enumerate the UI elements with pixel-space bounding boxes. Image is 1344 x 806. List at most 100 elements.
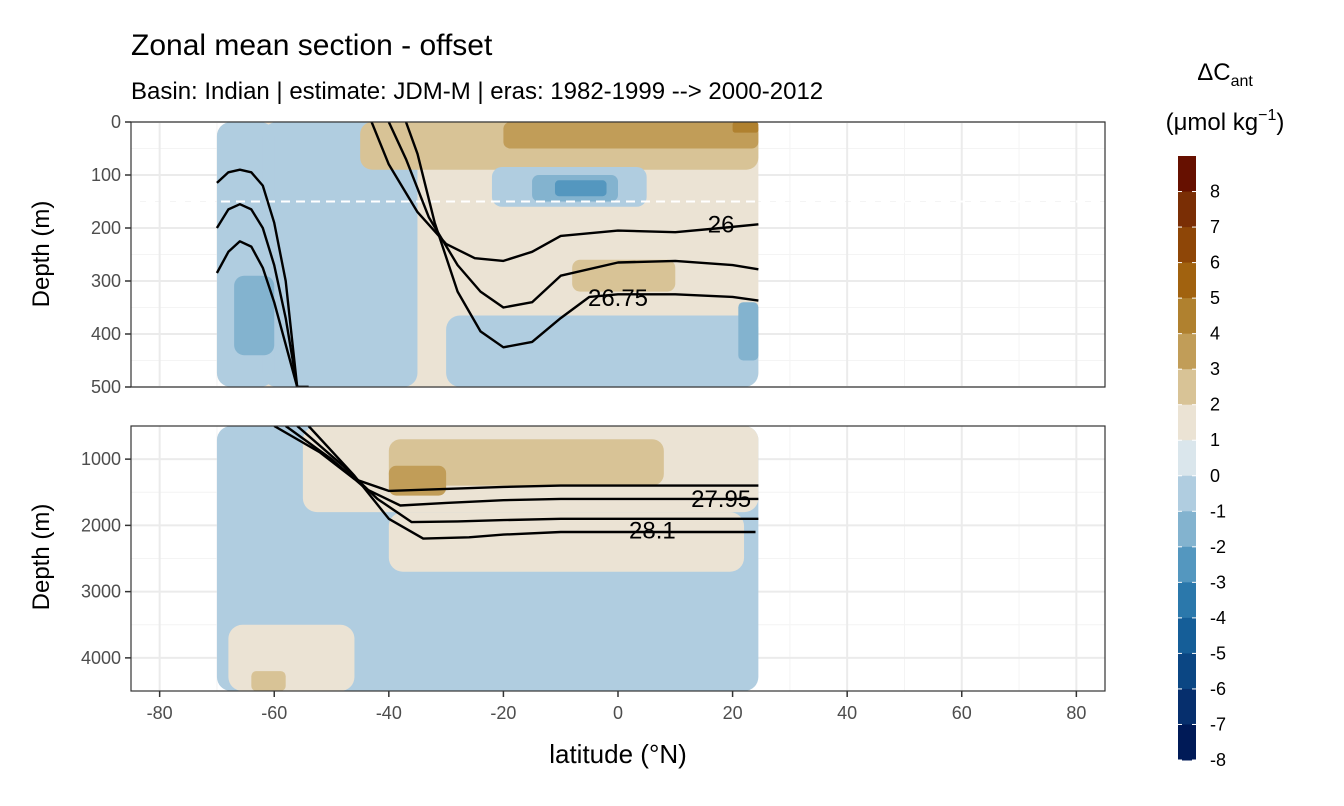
contour-label: 27.95 [691, 486, 751, 513]
isopycnal-line [404, 122, 759, 349]
x-tick-label: 80 [1066, 703, 1086, 723]
isopycnal-line [370, 122, 759, 263]
legend-label: -2 [1210, 537, 1226, 557]
y-tick-label: 200 [91, 218, 121, 238]
x-tick-label: -80 [147, 703, 173, 723]
legend-label: 8 [1210, 182, 1220, 202]
isopycnal-line [387, 122, 759, 309]
legend-title-main: ΔC [1197, 59, 1230, 86]
legend-swatch [1178, 511, 1196, 548]
y-tick-label: 2000 [81, 515, 121, 535]
x-tick-label: 60 [952, 703, 972, 723]
legend-title-sub: ant [1231, 73, 1254, 90]
y-tick-label: 100 [91, 165, 121, 185]
legend-colorbar: 8 7 6 5 4 3 2 1 0 -1 -2 -3 -4 -5 -6 -7 -8 [1178, 156, 1226, 770]
y-tick-label: 3000 [81, 582, 121, 602]
x-tick-label: 20 [723, 703, 743, 723]
legend-swatch [1178, 227, 1196, 264]
legend-swatch [1178, 475, 1196, 512]
field-patch [234, 275, 275, 356]
legend: ΔCant (μmol kg−1) 8 7 6 5 4 3 2 1 0 -1 -2 -3 -4 -5 -6 -… [1166, 59, 1285, 770]
legend-label: -3 [1210, 572, 1226, 592]
legend-swatch [1178, 404, 1196, 441]
x-tick-label: -60 [261, 703, 287, 723]
legend-title: ΔCant [1197, 59, 1253, 90]
legend-label: -5 [1210, 643, 1226, 663]
contour-label: 28.1 [629, 518, 676, 545]
field-patch [388, 439, 664, 486]
field-patch [554, 180, 607, 197]
contour-label: 26.75 [588, 285, 648, 312]
legend-unit-sup: −1 [1258, 107, 1276, 124]
y-axis-label-upper: Depth (m) [28, 201, 55, 308]
panel-border [130, 121, 1106, 388]
y-axis-label-lower: Depth (m) [28, 504, 55, 611]
upper-panel: 26 26.75 0 100 200 300 400 500 [91, 112, 1106, 397]
legend-label: 0 [1210, 466, 1220, 486]
legend-unit-close: ) [1276, 109, 1284, 136]
legend-unit: (μmol kg−1) [1166, 107, 1285, 136]
legend-label: 3 [1210, 359, 1220, 379]
field-layer [216, 426, 759, 691]
y-tick-label: 500 [91, 377, 121, 397]
x-tick-label: 40 [837, 703, 857, 723]
x-tick-label: 0 [613, 703, 623, 723]
legend-swatch [1178, 191, 1196, 228]
chart-title: Zonal mean section - offset [131, 29, 493, 62]
field-patch [388, 512, 745, 572]
y-tick-label: 0 [111, 112, 121, 132]
isopycnal-line [215, 240, 309, 387]
legend-label: -7 [1210, 714, 1226, 734]
field-layer [216, 122, 759, 387]
contour-label: 26 [708, 211, 735, 238]
contour-layer [273, 426, 759, 540]
legend-swatch [1178, 262, 1196, 299]
x-tick-label: -20 [490, 703, 516, 723]
field-patch [251, 671, 286, 691]
isopycnal-line [296, 426, 759, 524]
x-tick-label: -40 [376, 703, 402, 723]
y-tick-label: 1000 [81, 449, 121, 469]
isopycnal-line [284, 426, 759, 507]
legend-unit-text: (μmol kg [1166, 109, 1259, 136]
field-patch [738, 302, 759, 361]
y-tick-label: 4000 [81, 648, 121, 668]
y-tick-label: 300 [91, 271, 121, 291]
y-tick-label: 400 [91, 324, 121, 344]
field-patch [732, 122, 759, 133]
legend-swatch [1178, 440, 1196, 477]
legend-label: 5 [1210, 288, 1220, 308]
legend-label: 1 [1210, 430, 1220, 450]
legend-label: -8 [1210, 750, 1226, 770]
legend-swatch [1178, 653, 1196, 690]
field-patch [503, 122, 759, 149]
legend-swatch [1178, 369, 1196, 406]
legend-label: 6 [1210, 253, 1220, 273]
legend-swatch [1178, 546, 1196, 583]
legend-swatch [1178, 617, 1196, 654]
isopycnal-line [216, 168, 299, 387]
x-axis: -80 -60 -40 -20 0 20 40 60 80 [147, 691, 1086, 723]
legend-label: 2 [1210, 395, 1220, 415]
field-patch [388, 465, 447, 496]
lower-panel: 27.95 28.1 1000 2000 3000 4000 [81, 425, 1106, 692]
field-patch [228, 624, 355, 691]
legend-label: 4 [1210, 324, 1220, 344]
legend-swatch [1178, 298, 1196, 335]
isopycnal-line [215, 202, 309, 387]
legend-swatch [1178, 156, 1196, 193]
legend-swatch [1178, 582, 1196, 619]
contour-layer [215, 122, 759, 387]
legend-label: -6 [1210, 679, 1226, 699]
field-patch [274, 122, 418, 387]
legend-label: 7 [1210, 217, 1220, 237]
legend-label: -4 [1210, 608, 1226, 628]
legend-swatch [1178, 333, 1196, 370]
field-patch [446, 315, 759, 387]
legend-label: -1 [1210, 501, 1226, 521]
chart-subtitle: Basin: Indian | estimate: JDM-M | eras: … [131, 78, 823, 105]
legend-swatch [1178, 724, 1196, 761]
legend-swatch [1178, 688, 1196, 725]
x-axis-label: latitude (°N) [549, 739, 687, 769]
